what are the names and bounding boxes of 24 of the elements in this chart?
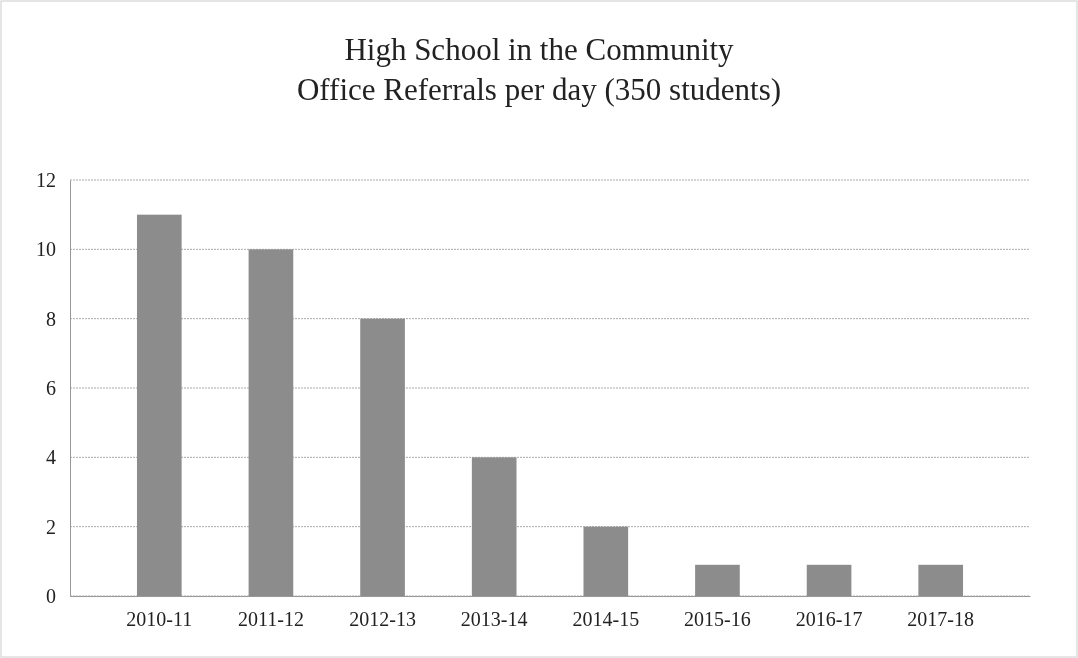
x-tick-label: 2010-11 <box>126 608 193 631</box>
x-tick-label: 2017-18 <box>907 608 975 631</box>
bar <box>806 564 852 596</box>
y-tick-label: 6 <box>46 376 56 399</box>
bar <box>360 318 405 596</box>
y-tick-label: 2 <box>46 515 56 538</box>
x-tick-label: 2012-13 <box>349 608 416 631</box>
bar <box>471 457 517 596</box>
y-tick-label: 4 <box>46 446 56 469</box>
x-tick-label: 2014-15 <box>572 608 640 631</box>
y-tick-label: 0 <box>46 584 56 607</box>
x-tick-label: 2015-16 <box>684 608 751 631</box>
bar <box>136 214 182 596</box>
x-tick-label: 2011-12 <box>237 608 304 631</box>
y-tick-label: 8 <box>46 307 56 330</box>
bar <box>918 564 964 596</box>
x-tick-label: 2013-14 <box>460 608 528 631</box>
bar <box>695 564 740 596</box>
x-tick-label: 2016-17 <box>795 608 863 631</box>
chart-title: High School in the Community Office Referrals per day (350 students) <box>296 32 782 107</box>
y-tick-label: 10 <box>36 238 56 261</box>
bar <box>583 526 629 596</box>
bar <box>248 249 294 596</box>
y-tick-label: 12 <box>36 168 56 191</box>
